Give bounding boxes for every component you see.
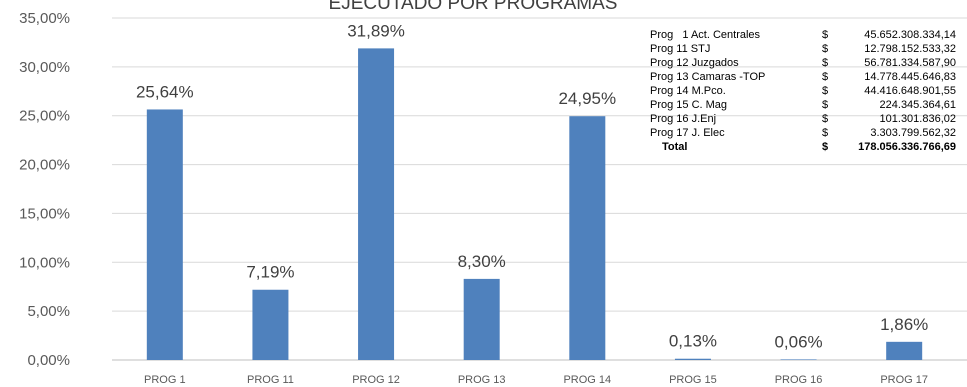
data-label: 1,86%: [880, 315, 928, 334]
program-amount: 224.345.364,61: [879, 99, 956, 111]
bar: [252, 289, 289, 360]
program-name: Prog 17 J. Elec: [650, 127, 725, 139]
program-amount: 12.798.152.533,32: [864, 43, 956, 55]
x-tick-label: PROG 13: [458, 374, 506, 386]
y-tick-label: 15,00%: [19, 205, 70, 222]
table-row: Prog 1 Act. Centrales $ 45.652.308.334,1…: [650, 28, 960, 42]
table-row: Prog 12 Juzgados $ 56.781.334.587,90: [650, 56, 960, 70]
y-tick-label: 30,00%: [19, 59, 70, 76]
program-amounts-table: Prog 1 Act. Centrales $ 45.652.308.334,1…: [650, 28, 960, 154]
chart-title: EJECUTADO POR PROGRAMAS: [329, 0, 618, 14]
data-label: 0,13%: [669, 332, 717, 351]
currency-symbol: $: [822, 57, 829, 69]
y-tick-label: 10,00%: [19, 254, 70, 271]
x-tick-label: PROG 15: [669, 374, 717, 386]
program-name: Prog 12 Juzgados: [650, 57, 739, 69]
y-axis-ticks: 0,00% 5,00% 10,00% 15,00% 20,00% 25,00% 30,00%…: [19, 10, 70, 369]
table-row: Prog 17 J. Elec $ 3.303.799.562,32: [650, 126, 960, 140]
program-amount: 101.301.836,02: [879, 113, 956, 125]
data-label: 7,19%: [246, 263, 294, 282]
table-row: Prog 16 J.Enj $ 101.301.836,02: [650, 112, 960, 126]
table-row: Prog 15 C. Mag $ 224.345.364,61: [650, 98, 960, 112]
currency-symbol: $: [822, 29, 829, 41]
bar: [780, 359, 817, 360]
bar: [569, 116, 606, 361]
x-tick-label: PROG 14: [563, 374, 611, 386]
y-tick-label: 20,00%: [19, 157, 70, 174]
program-name: Prog 16 J.Enj: [650, 113, 717, 125]
table-row: Prog 13 Camaras -TOP $ 14.778.445.646,83: [650, 70, 960, 84]
data-label: 31,89%: [347, 21, 405, 40]
total-amount: 178.056.336.766,69: [858, 141, 956, 153]
program-name: Prog 13 Camaras -TOP: [650, 71, 766, 83]
x-tick-label: PROG 1: [144, 374, 186, 386]
bar: [146, 109, 183, 360]
x-tick-label: PROG 17: [880, 374, 928, 386]
program-name: Prog 15 C. Mag: [650, 99, 728, 111]
program-name: Prog 14 M.Pco.: [650, 85, 726, 97]
data-label: 25,64%: [136, 82, 194, 101]
table-total-row: Total $ 178.056.336.766,69: [650, 140, 960, 154]
currency-symbol: $: [822, 85, 829, 97]
program-name: Prog 11 STJ: [650, 43, 711, 55]
program-amount: 44.416.648.901,55: [864, 85, 956, 97]
currency-symbol: $: [822, 127, 829, 139]
table-row: Prog 11 STJ $ 12.798.152.533,32: [650, 42, 960, 56]
y-tick-label: 0,00%: [27, 352, 70, 369]
data-labels: 25,64% 7,19% 31,89% 8,30% 24,95% 0,13% 0,06% 1,…: [136, 21, 928, 351]
x-tick-label: PROG 16: [775, 374, 823, 386]
bar: [886, 341, 923, 360]
program-amount: 3.303.799.562,32: [870, 127, 956, 139]
data-label: 8,30%: [458, 252, 506, 271]
y-tick-label: 35,00%: [19, 10, 70, 27]
bars: [146, 48, 923, 361]
x-tick-label: PROG 12: [352, 374, 400, 386]
program-amount: 56.781.334.587,90: [864, 57, 956, 69]
bar: [358, 48, 395, 361]
program-amount: 14.778.445.646,83: [864, 71, 956, 83]
program-amount: 45.652.308.334,14: [864, 29, 956, 41]
table-row: Prog 14 M.Pco. $ 44.416.648.901,55: [650, 84, 960, 98]
data-label: 24,95%: [558, 89, 616, 108]
currency-symbol: $: [822, 43, 829, 55]
currency-symbol: $: [822, 113, 829, 125]
x-tick-label: PROG 11: [247, 374, 294, 386]
currency-symbol: $: [822, 99, 829, 111]
y-tick-label: 25,00%: [19, 108, 70, 125]
x-axis-categories: PROG 1 PROG 11 PROG 12 PROG 13 PROG 14 PROG 1…: [144, 374, 928, 386]
y-tick-label: 5,00%: [27, 303, 70, 320]
currency-symbol: $: [822, 141, 829, 153]
program-name: Prog 1 Act. Centrales: [650, 29, 761, 41]
currency-symbol: $: [822, 71, 829, 83]
total-label: Total: [662, 141, 688, 153]
bar: [674, 358, 711, 360]
bar: [463, 278, 500, 360]
data-label: 0,06%: [774, 332, 822, 351]
